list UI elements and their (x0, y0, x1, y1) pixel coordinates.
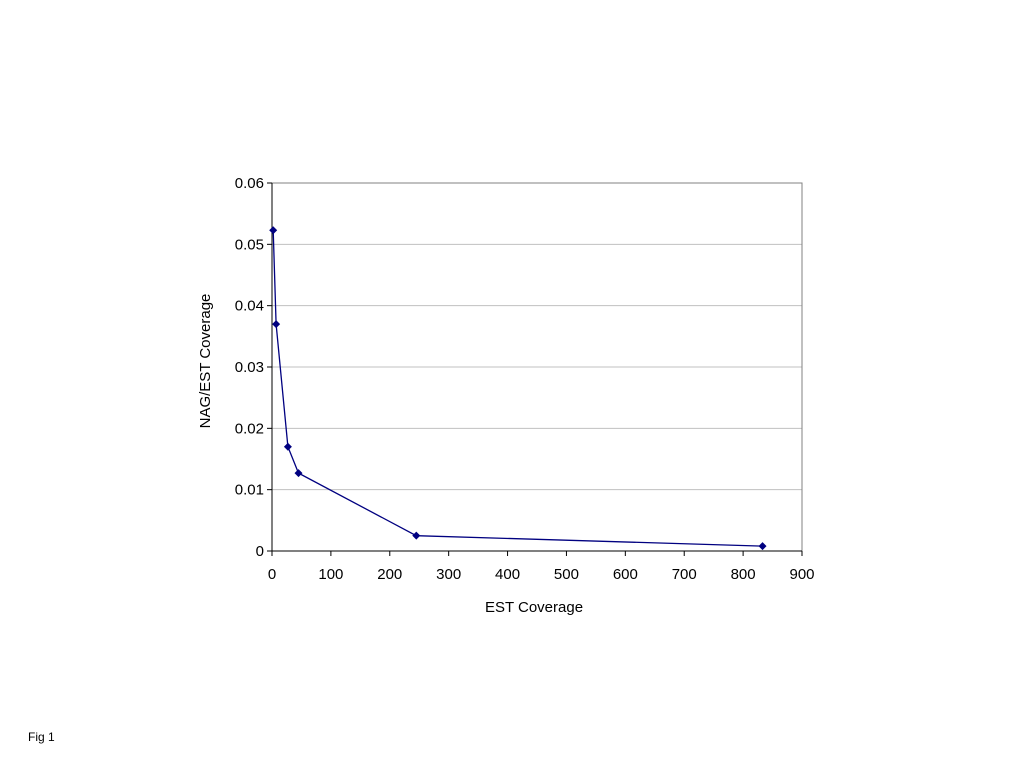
x-tick-label: 0 (268, 566, 276, 583)
figure-caption: Fig 1 (28, 730, 55, 744)
x-tick-label: 100 (318, 566, 343, 583)
series-line (272, 230, 763, 547)
data-point-marker (272, 320, 281, 329)
y-tick-label: 0.06 (235, 175, 264, 192)
y-tick-label: 0 (256, 543, 264, 560)
data-point-marker (758, 542, 767, 551)
x-tick-label: 900 (789, 566, 814, 583)
y-axis-ticks: 0 0.01 0.02 0.03 0.04 0.05 0.06 (235, 175, 272, 560)
x-tick-label: 200 (377, 566, 402, 583)
y-tick-label: 0.03 (235, 359, 264, 376)
series-layer (269, 183, 802, 552)
x-tick-label: 500 (554, 566, 579, 583)
x-tick-label: 800 (731, 566, 756, 583)
data-point-marker (269, 226, 278, 235)
grid-lines (272, 243, 802, 491)
x-axis-ticks: 0 100 200 300 400 500 600 700 800 900 (268, 551, 815, 583)
y-tick-label: 0.04 (235, 298, 264, 315)
data-point-marker (294, 469, 303, 478)
y-tick-label: 0.02 (235, 420, 264, 437)
x-axis-title: EST Coverage (485, 599, 583, 616)
x-tick-label: 600 (613, 566, 638, 583)
x-tick-label: 300 (436, 566, 461, 583)
data-point-marker (283, 442, 292, 451)
y-tick-label: 0.01 (235, 482, 264, 499)
data-point-marker (412, 531, 421, 540)
x-tick-label: 400 (495, 566, 520, 583)
y-tick-label: 0.05 (235, 236, 264, 253)
y-axis-title: NAG/EST Coverage (197, 294, 214, 429)
x-tick-label: 700 (672, 566, 697, 583)
